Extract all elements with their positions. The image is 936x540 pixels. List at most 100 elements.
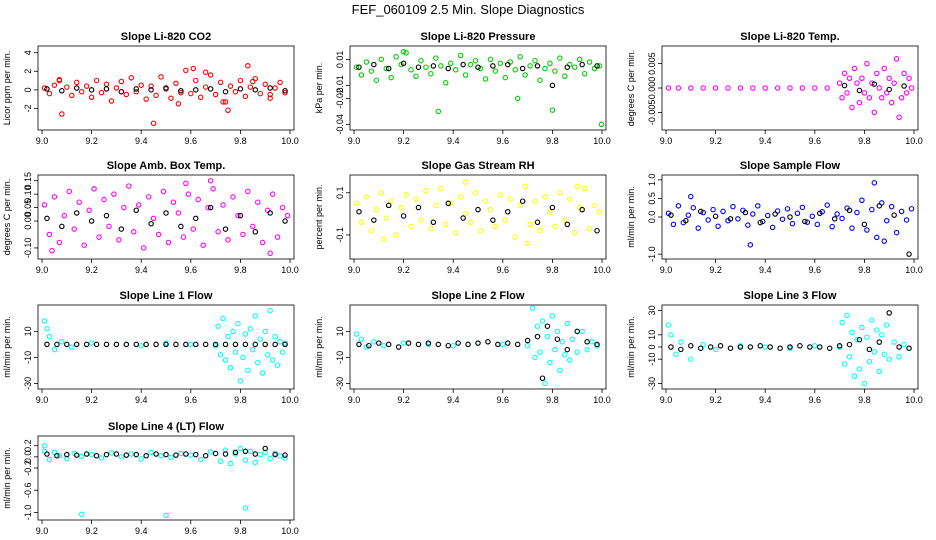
data-point	[393, 54, 399, 60]
data-point	[148, 220, 154, 227]
data-point	[841, 361, 848, 367]
x-tick-label: 9.2	[85, 526, 98, 536]
data-point	[581, 70, 588, 77]
plot-title: Slope Line 3 Flow	[744, 290, 837, 302]
data-point	[861, 90, 868, 96]
data-point	[183, 341, 189, 348]
y-tick-label: 0.0	[23, 451, 33, 464]
x-tick-label: 9.4	[135, 395, 148, 405]
data-point	[207, 177, 214, 184]
y-tick-label: 10	[647, 330, 657, 340]
data-point	[502, 74, 509, 81]
data-point	[891, 80, 897, 86]
x-tick-label: 9.2	[85, 265, 98, 275]
data-point	[220, 315, 226, 322]
x-tick-label: 9.4	[447, 265, 460, 275]
data-point	[670, 221, 677, 228]
x-tick-label: 9.8	[234, 526, 247, 536]
y-tick-label: 1.0	[647, 174, 657, 187]
data-point	[690, 204, 697, 211]
x-tick-label: 9.8	[234, 395, 247, 405]
data-point	[247, 84, 254, 90]
data-point	[220, 202, 226, 208]
data-point	[594, 341, 600, 348]
data-point	[178, 450, 184, 457]
data-point	[252, 459, 259, 466]
data-point	[571, 230, 578, 236]
data-point	[544, 323, 551, 329]
data-point	[86, 207, 92, 214]
data-point	[859, 324, 865, 331]
data-point	[727, 216, 734, 222]
data-point	[190, 65, 197, 72]
data-point	[250, 346, 256, 353]
data-point	[817, 210, 823, 217]
data-point	[242, 331, 249, 337]
data-point	[730, 203, 736, 210]
data-point	[452, 230, 459, 236]
data-point	[567, 196, 573, 202]
data-point	[185, 191, 192, 197]
data-point	[871, 349, 878, 355]
data-point	[217, 79, 224, 86]
data-point	[395, 344, 402, 350]
data-point	[457, 194, 464, 200]
y-tick-label: 10	[335, 326, 345, 336]
data-point	[415, 204, 422, 211]
data-point	[854, 336, 860, 343]
data-point	[103, 81, 110, 88]
data-point	[232, 341, 239, 348]
data-point	[61, 212, 68, 219]
data-point	[784, 206, 791, 212]
data-point	[212, 91, 219, 98]
data-point	[225, 333, 231, 340]
data-point	[393, 232, 399, 238]
data-point	[883, 322, 890, 328]
data-point	[368, 68, 375, 74]
data-point	[237, 445, 244, 452]
data-point	[225, 237, 231, 243]
data-point	[685, 212, 692, 218]
data-point	[438, 185, 444, 192]
y-tick-label: -0.2	[23, 460, 33, 476]
data-point	[527, 221, 533, 228]
data-point	[908, 85, 915, 91]
x-tick-label: 9.0	[660, 395, 673, 405]
data-point	[688, 85, 694, 91]
data-point	[589, 339, 595, 345]
data-point	[435, 341, 442, 348]
data-point	[217, 458, 224, 465]
data-point	[532, 57, 538, 64]
data-point	[371, 217, 377, 223]
plot-title: Slope Sample Flow	[740, 160, 841, 172]
x-tick-label: 9.2	[709, 395, 722, 405]
data-point	[197, 94, 204, 101]
data-point	[116, 237, 122, 243]
x-tick-label: 9.6	[809, 136, 822, 146]
data-point	[542, 380, 548, 387]
data-point	[534, 219, 541, 226]
data-point	[423, 187, 429, 194]
data-point	[222, 88, 229, 95]
data-point	[475, 64, 481, 70]
data-point	[876, 85, 883, 91]
data-point	[413, 73, 419, 80]
data-point	[131, 229, 137, 235]
data-point	[262, 81, 268, 88]
data-point	[222, 99, 229, 105]
x-tick-label: 9.2	[397, 136, 410, 146]
data-point	[282, 89, 288, 96]
data-point	[745, 222, 751, 228]
data-point	[562, 73, 568, 80]
data-point	[98, 89, 105, 96]
data-point	[757, 219, 763, 226]
data-point	[44, 86, 50, 92]
data-point	[257, 451, 263, 458]
data-point	[222, 451, 229, 457]
data-point	[190, 226, 197, 232]
data-point	[106, 223, 112, 230]
data-point	[720, 208, 726, 215]
data-point	[227, 365, 234, 371]
data-point	[428, 225, 434, 232]
